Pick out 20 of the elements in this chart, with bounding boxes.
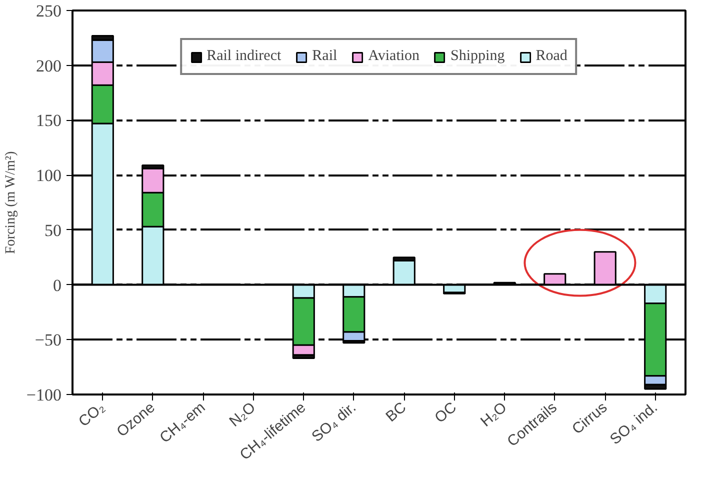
x-tick-label: OC bbox=[432, 398, 460, 426]
y-tick-label: 0 bbox=[53, 276, 62, 295]
x-tick-label: CO₂ bbox=[76, 398, 108, 430]
legend-label: Aviation bbox=[368, 48, 420, 65]
y-tick-label: 250 bbox=[36, 2, 62, 20]
y-tick-label: −50 bbox=[34, 330, 62, 350]
x-tick-label: BC bbox=[382, 398, 410, 426]
x-tick-label: H₂O bbox=[477, 398, 510, 430]
x-tick-label: SO₄ dir. bbox=[308, 398, 360, 446]
legend-label: Rail indirect bbox=[206, 48, 282, 65]
y-tick-label: 200 bbox=[36, 56, 62, 76]
y-tick-label: 150 bbox=[36, 111, 62, 130]
y-tick-label: 100 bbox=[36, 166, 62, 186]
legend-label: Rail bbox=[312, 48, 338, 65]
y-tick-label: 50 bbox=[44, 220, 62, 240]
x-tick-label: SO₄ ind. bbox=[606, 398, 661, 448]
y-axis-title: Forcing (m W/m²) bbox=[3, 150, 18, 254]
legend-label: Shipping bbox=[450, 48, 505, 65]
legend-label: Road bbox=[536, 48, 568, 65]
y-tick-label: −100 bbox=[26, 386, 62, 404]
